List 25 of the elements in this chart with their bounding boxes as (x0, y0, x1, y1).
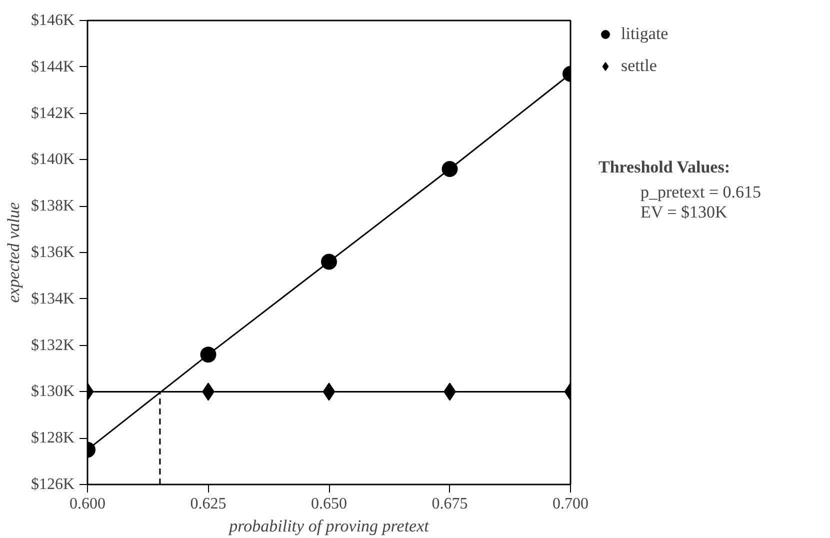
x-tick-label: 0.625 (190, 496, 226, 512)
y-tick-label: $132K (30, 336, 75, 354)
y-tick-label: $130K (30, 383, 75, 400)
y-tick-label: $142K (30, 104, 75, 122)
x-tick-label: 0.600 (70, 496, 106, 512)
x-axis-title: probability of proving pretext (228, 516, 430, 536)
y-tick-label: $140K (30, 151, 75, 168)
x-tick-label: 0.650 (311, 496, 347, 512)
x-tick-label: 0.700 (552, 496, 588, 512)
legend-label: settle (621, 56, 657, 76)
y-tick-label: $126K (30, 476, 75, 493)
point (322, 382, 336, 401)
y-tick-label: $134K (30, 290, 75, 308)
x-tick-label: 0.675 (432, 496, 468, 512)
y-tick-label: $136K (30, 244, 75, 261)
y-tick-label: $146K (30, 12, 75, 29)
text: Threshold Values: (598, 158, 730, 176)
y-tick-label: $128K (30, 430, 75, 447)
point (321, 254, 337, 270)
y-tick-label: $144K (30, 58, 75, 76)
legend-label: litigate (621, 24, 668, 44)
y-tick-label: $138K (30, 198, 75, 215)
text: EV = $130K (640, 202, 728, 222)
text: p_pretext = 0.615 (640, 182, 762, 202)
y-axis-title: expected value (4, 202, 23, 303)
